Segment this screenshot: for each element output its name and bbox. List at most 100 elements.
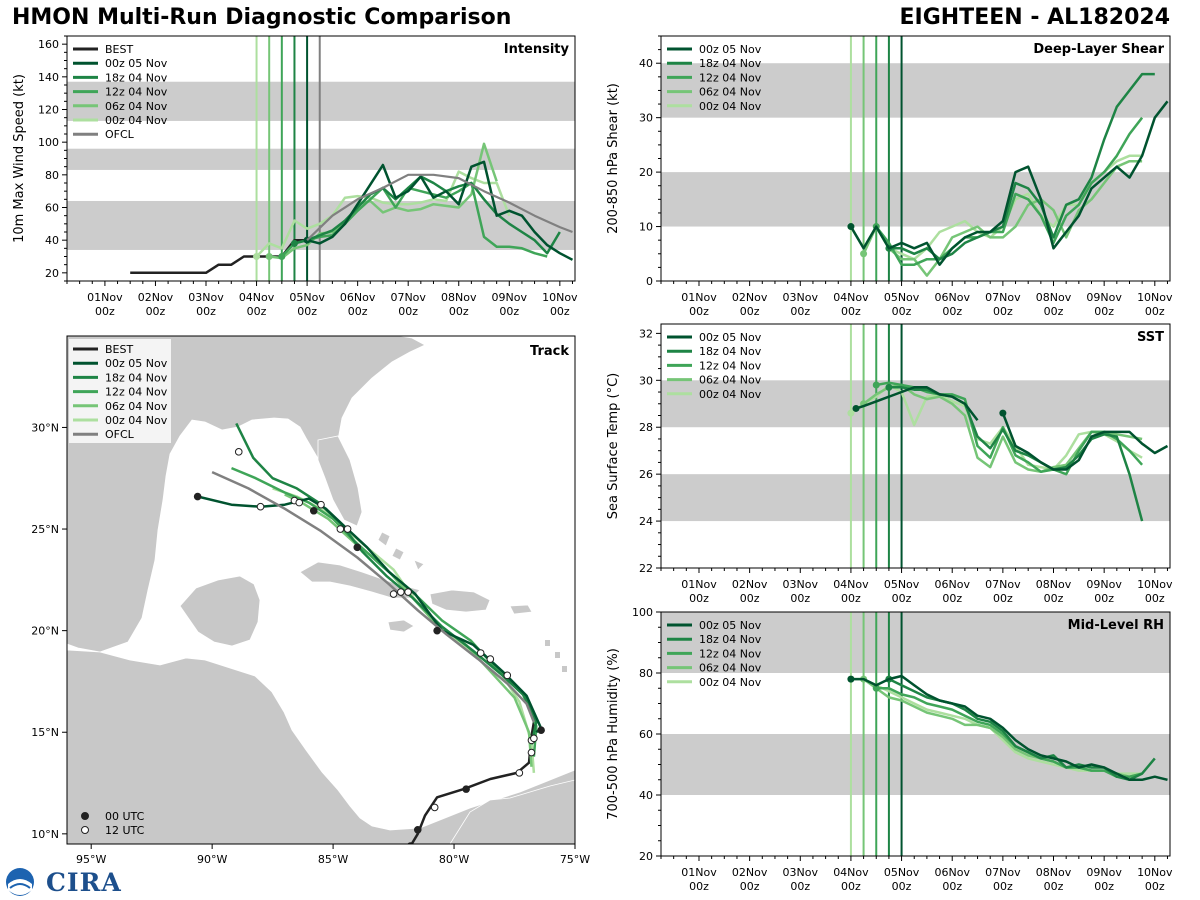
x-tick-label-hour: 00z (1094, 592, 1114, 605)
x-tick-label-hour: 00z (841, 592, 861, 605)
x-tick-label-hour: 00z (247, 305, 267, 318)
x-tick-label-date: 06Nov (934, 291, 970, 304)
y-tick-label: 10°N (31, 828, 59, 841)
legend-label: 12z 04 Nov (699, 359, 762, 372)
series-line (888, 677, 1156, 782)
x-tick-label-hour: 00z (1145, 592, 1165, 605)
x-tick-label-hour: 00z (499, 305, 519, 318)
x-tick-label-date: 01Nov (681, 866, 717, 879)
legend-label: 00z 05 Nov (699, 619, 762, 632)
rh-plot (661, 612, 1170, 856)
x-tick-label-date: 08Nov (1036, 866, 1072, 879)
x-tick-label-date: 06Nov (934, 578, 970, 591)
marker-legend-label: 00 UTC (105, 810, 145, 823)
series-start-marker (872, 381, 880, 389)
legend-label: 06z 04 Nov (699, 374, 762, 387)
track-position-marker (309, 506, 318, 515)
series-line (850, 674, 1168, 782)
y-tick-label: 28 (639, 421, 653, 434)
threshold-band (661, 63, 1170, 118)
land-florida (317, 435, 363, 527)
x-tick-label-date: 07Nov (985, 291, 1021, 304)
legend-label: 00z 04 Nov (105, 414, 168, 427)
x-tick-label-date: 09Nov (1086, 578, 1122, 591)
y-tick-label: 40 (639, 57, 653, 70)
legend-label: 00z 05 Nov (105, 357, 168, 370)
panel-title: Track (530, 344, 569, 359)
legend-label: 06z 04 Nov (699, 662, 762, 675)
marker-legend-swatch (81, 812, 89, 820)
marker-legend-swatch (81, 826, 89, 834)
intensity-plot (67, 36, 575, 281)
y-tick-label: 100 (632, 606, 653, 619)
legend-label: 00z 05 Nov (105, 57, 168, 70)
x-tick-label-hour: 00z (1044, 305, 1064, 318)
y-axis-label: 10m Max Wind Speed (kt) (12, 74, 27, 243)
track-position-marker (430, 803, 439, 812)
track-position-marker (486, 655, 495, 663)
x-tick-label-date: 03Nov (783, 866, 819, 879)
x-tick-label-hour: 00z (740, 880, 760, 893)
legend-label: 00z 05 Nov (699, 331, 762, 344)
figure-title: HMON Multi-Run Diagnostic Comparison (12, 5, 512, 30)
y-tick-label: 120 (38, 104, 59, 117)
x-tick-label-hour: 00z (196, 305, 216, 318)
track-position-marker (256, 502, 265, 511)
track-position-marker (343, 525, 352, 533)
panel-title: Intensity (504, 42, 570, 57)
x-tick-label-hour: 00z (841, 880, 861, 893)
y-axis-label: Sea Surface Temp (°C) (606, 373, 621, 520)
track-position-marker (515, 769, 524, 777)
x-tick-label-hour: 00z (1094, 880, 1114, 893)
y-tick-label: 60 (639, 728, 653, 741)
y-tick-label: 30°N (31, 421, 59, 434)
track-plot (193, 422, 545, 844)
x-tick-label-hour: 00z (942, 880, 962, 893)
track-position-marker (389, 590, 398, 598)
panel-title: Mid-Level RH (1068, 618, 1164, 633)
x-tick-label-date: 05Nov (289, 291, 325, 304)
x-tick-label-date: 09Nov (1086, 866, 1122, 879)
plot-frame (660, 323, 1171, 569)
y-tick-label: 30 (639, 374, 653, 387)
x-tick-label-hour: 00z (1044, 880, 1064, 893)
track-position-marker (397, 588, 405, 596)
y-tick-label: 26 (639, 468, 653, 481)
land-puerto-rico (509, 604, 533, 615)
x-tick-label-date: 04Nov (833, 866, 869, 879)
series-start-marker (885, 383, 893, 391)
x-tick-label-hour: 00z (689, 880, 709, 893)
legend-label: BEST (105, 43, 133, 56)
legend-label: 00z 05 Nov (699, 43, 762, 56)
noaa-logo (6, 868, 34, 896)
legend-label: 00z 04 Nov (699, 100, 762, 113)
x-tick-label-hour: 00z (993, 305, 1013, 318)
x-tick-label: 85°W (318, 853, 348, 866)
x-tick-label-hour: 00z (689, 305, 709, 318)
track-position-marker (404, 588, 412, 596)
x-tick-label-date: 06Nov (934, 866, 970, 879)
x-tick-label-date: 04Nov (833, 578, 869, 591)
legend-label: 18z 04 Nov (105, 71, 168, 84)
x-tick-label-hour: 00z (1145, 305, 1165, 318)
y-tick-label: 80 (45, 169, 59, 182)
series-line (888, 386, 1144, 522)
series-start-marker (852, 404, 860, 412)
x-tick-label-date: 01Nov (87, 291, 123, 304)
track-line (235, 422, 538, 745)
series-start-marker (290, 239, 298, 247)
y-tick-label: 20 (639, 850, 653, 863)
threshold-band (67, 148, 575, 170)
threshold-band (661, 474, 1170, 522)
land-bahamas (377, 531, 425, 571)
series-line (269, 142, 498, 260)
legend-label: 12z 04 Nov (105, 86, 168, 99)
y-tick-label: 60 (45, 202, 59, 215)
y-tick-label: 30 (639, 112, 653, 125)
x-tick-label-date: 05Nov (884, 578, 920, 591)
legend-label: 00z 04 Nov (699, 676, 762, 689)
track-position-marker (317, 500, 325, 509)
y-tick-label: 10 (639, 221, 653, 234)
